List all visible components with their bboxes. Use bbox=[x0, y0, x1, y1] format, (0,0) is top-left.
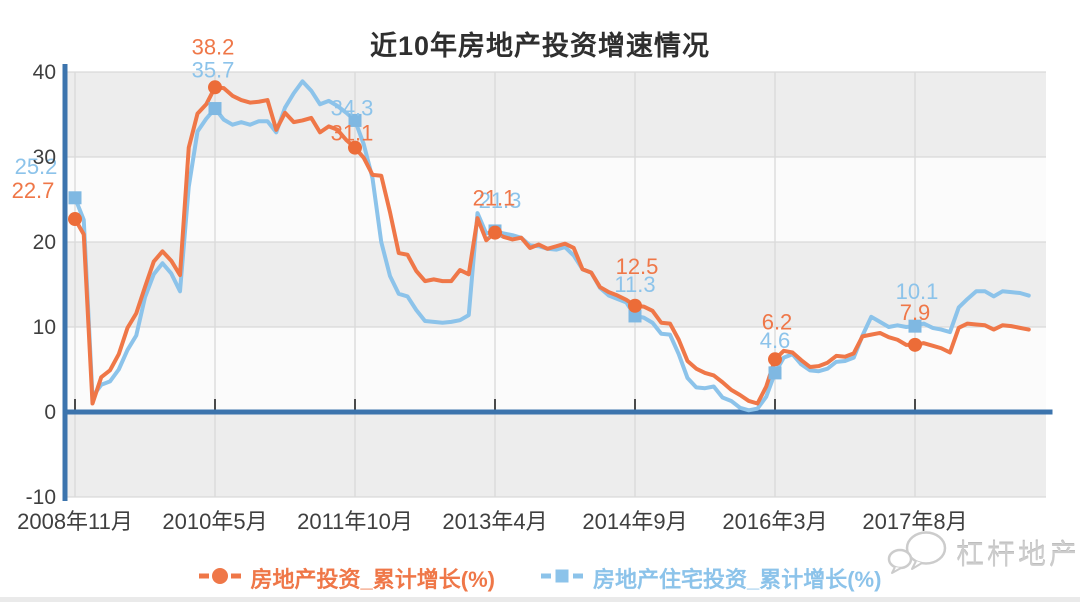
square-marker bbox=[768, 366, 782, 380]
y-axis-label: -10 bbox=[26, 486, 56, 509]
y-axis-label: 40 bbox=[33, 61, 56, 84]
data-label: 21.1 bbox=[473, 186, 516, 211]
chart-title: 近10年房地产投资增速情况 bbox=[369, 31, 711, 61]
circle-marker bbox=[488, 225, 502, 240]
investment-series-line bbox=[73, 85, 1031, 406]
x-axis-label: 2008年11月 bbox=[17, 509, 133, 534]
legend-circle bbox=[211, 568, 228, 584]
data-label: 4.6 bbox=[760, 328, 791, 353]
square-marker bbox=[208, 102, 222, 116]
watermark-text: 杠杆地产 bbox=[956, 539, 1080, 570]
square-marker bbox=[628, 309, 642, 323]
y-axis-line bbox=[62, 64, 68, 501]
data-label: 35.7 bbox=[192, 58, 235, 83]
plot-band bbox=[65, 72, 1046, 157]
data-label: 10.1 bbox=[896, 279, 939, 304]
zero-axis-line bbox=[62, 409, 1053, 415]
square-series-legend-icon bbox=[541, 569, 583, 583]
x-axis-label: 2016年3月 bbox=[722, 509, 827, 534]
legend-square bbox=[555, 569, 569, 583]
x-axis-label: 2013年4月 bbox=[442, 509, 547, 534]
plot-band bbox=[65, 327, 1046, 412]
x-axis-label: 2010年5月 bbox=[162, 509, 267, 534]
data-label: 31.1 bbox=[331, 121, 374, 146]
circle-marker bbox=[768, 352, 782, 367]
circle-series-legend-icon bbox=[198, 565, 241, 591]
circle-marker bbox=[348, 140, 362, 155]
y-axis-label: 30 bbox=[33, 146, 56, 169]
x-axis-label: 2017年8月 bbox=[862, 509, 967, 534]
square-marker bbox=[68, 191, 82, 205]
chart-legend: 房地产投资_累计增长(%) 房地产住宅投资_累计增长(%) bbox=[0, 561, 1080, 595]
data-label: 11.3 bbox=[614, 272, 655, 297]
y-axis-label: 20 bbox=[33, 231, 56, 254]
x-axis-label: 2011年10月 bbox=[297, 509, 413, 534]
chat-bubbles-logo-icon bbox=[887, 531, 947, 574]
circle-marker bbox=[628, 298, 642, 313]
y-axis-label: 10 bbox=[33, 316, 56, 339]
legend-item-label: 房地产住宅投资_累计增长(%) bbox=[593, 567, 882, 592]
watermark: 杠杆地产 bbox=[886, 528, 1080, 578]
data-label: 38.2 bbox=[192, 34, 235, 59]
square-marker bbox=[908, 319, 922, 333]
square-series-legend-icon bbox=[541, 565, 583, 591]
plot-band bbox=[65, 242, 1046, 327]
legend-item-investment[interactable]: 房地产投资_累计增长(%) bbox=[198, 562, 495, 594]
bottom-divider bbox=[0, 597, 1080, 602]
circle-marker bbox=[908, 337, 922, 352]
plot-band bbox=[65, 412, 1046, 497]
data-label: 22.7 bbox=[12, 178, 55, 203]
y-axis-label: 0 bbox=[44, 401, 56, 424]
data-label: 7.9 bbox=[900, 300, 931, 325]
data-label: 34.3 bbox=[331, 95, 374, 120]
circle-marker bbox=[208, 80, 222, 95]
circle-marker bbox=[68, 212, 82, 227]
circle-series-legend-icon bbox=[198, 568, 241, 584]
legend-item-label: 房地产投资_累计增长(%) bbox=[250, 567, 495, 592]
square-marker bbox=[348, 113, 362, 127]
legend-item-residential-investment[interactable]: 房地产住宅投资_累计增长(%) bbox=[541, 562, 881, 594]
data-label: 6.2 bbox=[762, 309, 793, 334]
x-axis-label: 2014年9月 bbox=[582, 509, 687, 534]
data-label: 21.3 bbox=[479, 188, 522, 213]
data-label: 12.5 bbox=[616, 254, 659, 279]
data-label: 25.2 bbox=[15, 154, 58, 179]
plot-band bbox=[65, 157, 1046, 242]
